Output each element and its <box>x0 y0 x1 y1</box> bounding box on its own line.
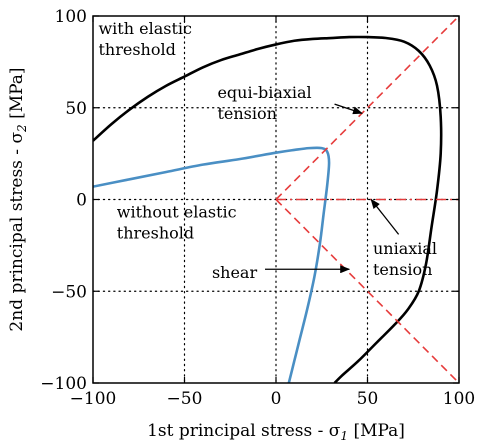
y-tick-label: −100 <box>40 374 87 394</box>
series-group <box>93 16 459 383</box>
annotation-arrow-equi-biaxial-tension <box>334 103 363 115</box>
annotations-group: with elastic threshold equi-biaxial tension… <box>98 19 437 282</box>
x-tick-label: 0 <box>271 389 282 409</box>
axis-ticks: −100 −50 0 50 100 −100 −50 0 50 100 <box>40 7 475 409</box>
x-tick-label: −100 <box>70 389 117 409</box>
x-tick-label: 100 <box>443 389 475 409</box>
y-tick-label: 100 <box>55 7 87 27</box>
x-tick-label: 50 <box>357 389 379 409</box>
y-axis-label: 2nd principal stress - σ2 [MPa] <box>7 67 29 331</box>
y-tick-label: 0 <box>76 191 87 211</box>
annotation-shear: shear <box>212 263 258 282</box>
annotation-equi-biaxial-tension: equi-biaxial tension <box>217 83 311 123</box>
series-line-without-elastic-threshold <box>93 146 331 383</box>
y-tick-label: 50 <box>65 99 87 119</box>
y-tick-label: −50 <box>51 282 87 302</box>
series-line-shear <box>275 198 459 383</box>
annotation-with-elastic-threshold: with elastic threshold <box>98 19 192 59</box>
annotation-uniaxial-tension: uniaxial tension <box>373 239 437 279</box>
annotation-without-elastic-threshold: without elastic threshold <box>117 202 237 242</box>
series-line-with-elastic-threshold <box>93 35 443 383</box>
series-line-equi-biaxial-tension <box>275 16 459 201</box>
annotation-arrow-uniaxial-tension <box>370 198 400 235</box>
x-tick-label: −50 <box>167 389 203 409</box>
x-axis-label: 1st principal stress - σ1 [MPa] <box>147 421 405 443</box>
